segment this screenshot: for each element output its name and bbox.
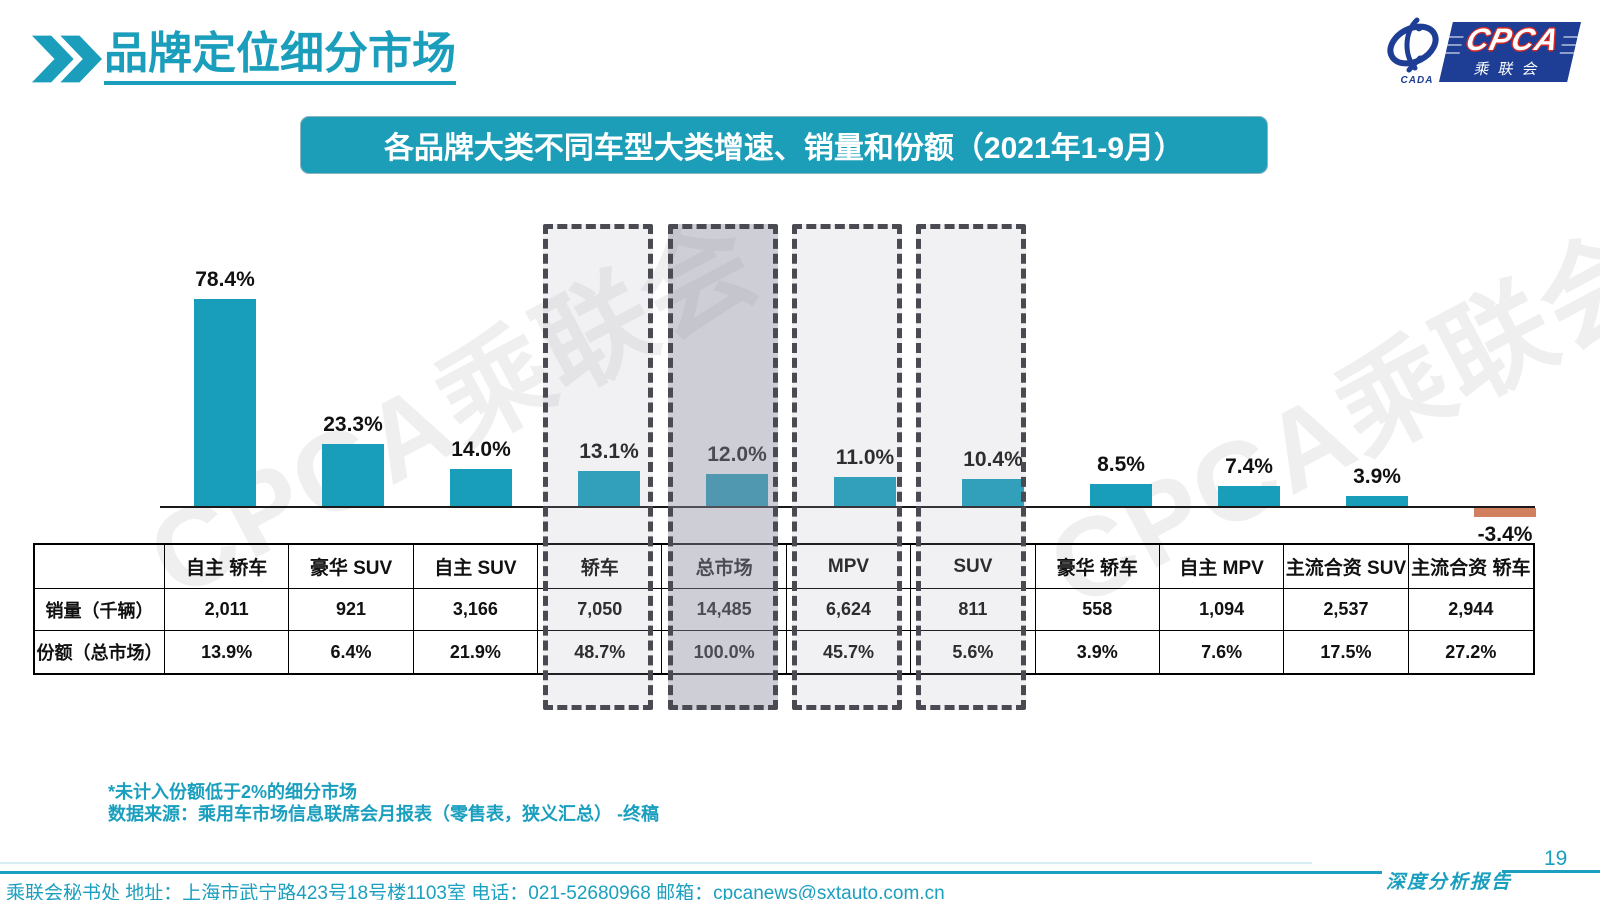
page-title: 品牌定位细分市场 xyxy=(104,29,456,86)
bar-value-label: 78.4% xyxy=(195,268,255,292)
table-sales-cell: 14,485 xyxy=(662,589,787,631)
table-share-cell: 17.5% xyxy=(1284,631,1409,673)
table-share-cell: 6.4% xyxy=(289,631,414,673)
table-share-cell: 45.7% xyxy=(787,631,912,673)
bar-豪华 SUV xyxy=(322,444,384,506)
bar-总市场 xyxy=(706,474,768,506)
bar-value-label: 23.3% xyxy=(323,413,383,437)
bar-自主 轿车 xyxy=(194,299,256,506)
bar-轿车 xyxy=(578,471,640,506)
cpca-plate: CPCA 乘联会 xyxy=(1439,22,1581,82)
table-header-cell: 总市场 xyxy=(662,545,787,589)
bar-value-label: 11.0% xyxy=(835,445,895,469)
bar-MPV xyxy=(834,476,896,506)
footnote-source: 数据来源：乘用车市场信息联席会月报表（零售表，狭义汇总） -终稿 xyxy=(108,804,659,824)
cpca-chinese-name: 乘联会 xyxy=(1472,60,1549,78)
bar-主流合资 轿车 xyxy=(1474,508,1536,517)
table-header-cell: 自主 轿车 xyxy=(165,545,290,589)
table-header-cell: 豪华 SUV xyxy=(289,545,414,589)
footnote-threshold: *未计入份额低于2%的细分市场 xyxy=(108,782,358,802)
table-sales-cell: 2,011 xyxy=(165,589,290,631)
table-header-cell: 主流合资 SUV xyxy=(1284,545,1409,589)
table-sales-cell: 3,166 xyxy=(413,589,539,631)
footer-divider xyxy=(0,871,1382,874)
table-share-cell: 7.6% xyxy=(1160,631,1285,673)
double-chevron-icon xyxy=(32,35,102,83)
report-label: 深度分析报告 xyxy=(1386,872,1513,893)
table-share-cell: 13.9% xyxy=(165,631,290,673)
table-share-cell: 48.7% xyxy=(538,631,663,673)
cada-emblem-icon: CADA xyxy=(1384,16,1442,88)
table-header-cell: SUV xyxy=(911,545,1036,589)
bar-自主 SUV xyxy=(450,469,512,506)
table-header-cell: MPV xyxy=(786,545,912,589)
cpca-wordmark: CPCA xyxy=(1459,22,1567,57)
bar-value-label: 3.9% xyxy=(1353,464,1401,488)
bar-value-label: 10.4% xyxy=(963,447,1023,471)
table-sales-cell: 7,050 xyxy=(538,589,663,631)
table-share-cell: 21.9% xyxy=(414,631,539,673)
table-header-cell: 豪华 轿车 xyxy=(1035,545,1160,589)
table-header-cell: 轿车 xyxy=(538,545,663,589)
table-share-cell: 5.6% xyxy=(911,631,1036,673)
footer-contact: 乘联会秘书处 地址：上海市武宁路423号18号楼1103室 电话：021-526… xyxy=(6,883,945,900)
bar-value-label: 13.1% xyxy=(579,440,639,464)
footer-divider-soft xyxy=(0,862,1312,864)
page-number: 19 xyxy=(1544,847,1568,870)
table-sales-cell: 1,094 xyxy=(1159,589,1285,631)
table-sales-cell: 2,944 xyxy=(1408,589,1533,631)
table-sales-cell: 921 xyxy=(289,589,414,631)
table-header-cell: 自主 SUV xyxy=(413,545,539,589)
segment-table: 自主 轿车 豪华 SUV 自主 SUV 轿车 总市场 MPV SUV 豪华 轿车 自主 MPV 主… xyxy=(33,543,1535,675)
bar-主流合资 SUV xyxy=(1346,495,1408,506)
chart-title-banner: 各品牌大类不同车型大类增速、销量和份额（2021年1-9月） xyxy=(300,116,1268,174)
cpca-logo: CADA CPCA 乘联会 xyxy=(1384,16,1581,88)
table-row-label xyxy=(35,545,165,589)
table-sales-cell: 6,624 xyxy=(786,589,912,631)
bar-自主 MPV xyxy=(1218,486,1280,506)
bar-value-label: 12.0% xyxy=(707,443,767,467)
bar-豪华 轿车 xyxy=(1090,483,1152,506)
table-share-cell: 100.0% xyxy=(662,631,787,673)
table-row-label: 销量（千辆） xyxy=(35,589,165,631)
table-header-cell: 主流合资 轿车 xyxy=(1408,545,1533,589)
x-axis-line xyxy=(160,506,1535,508)
table-share-cell: 27.2% xyxy=(1445,641,1497,662)
bar-value-label: 14.0% xyxy=(451,438,511,462)
table-row-label: 份额（总市场） xyxy=(35,631,165,673)
bar-value-label: 8.5% xyxy=(1097,452,1145,476)
table-sales-cell: 2,537 xyxy=(1284,589,1409,631)
table-header-cell: 自主 MPV xyxy=(1159,545,1285,589)
table-sales-cell: 811 xyxy=(911,589,1036,631)
bar-SUV xyxy=(962,478,1024,506)
footer-divider-right xyxy=(1502,870,1600,873)
bar-value-label: -3.4% xyxy=(1477,522,1533,546)
bar-value-label: 7.4% xyxy=(1225,455,1273,479)
table-share-cell: 3.9% xyxy=(1036,631,1160,673)
table-sales-cell: 558 xyxy=(1035,589,1160,631)
